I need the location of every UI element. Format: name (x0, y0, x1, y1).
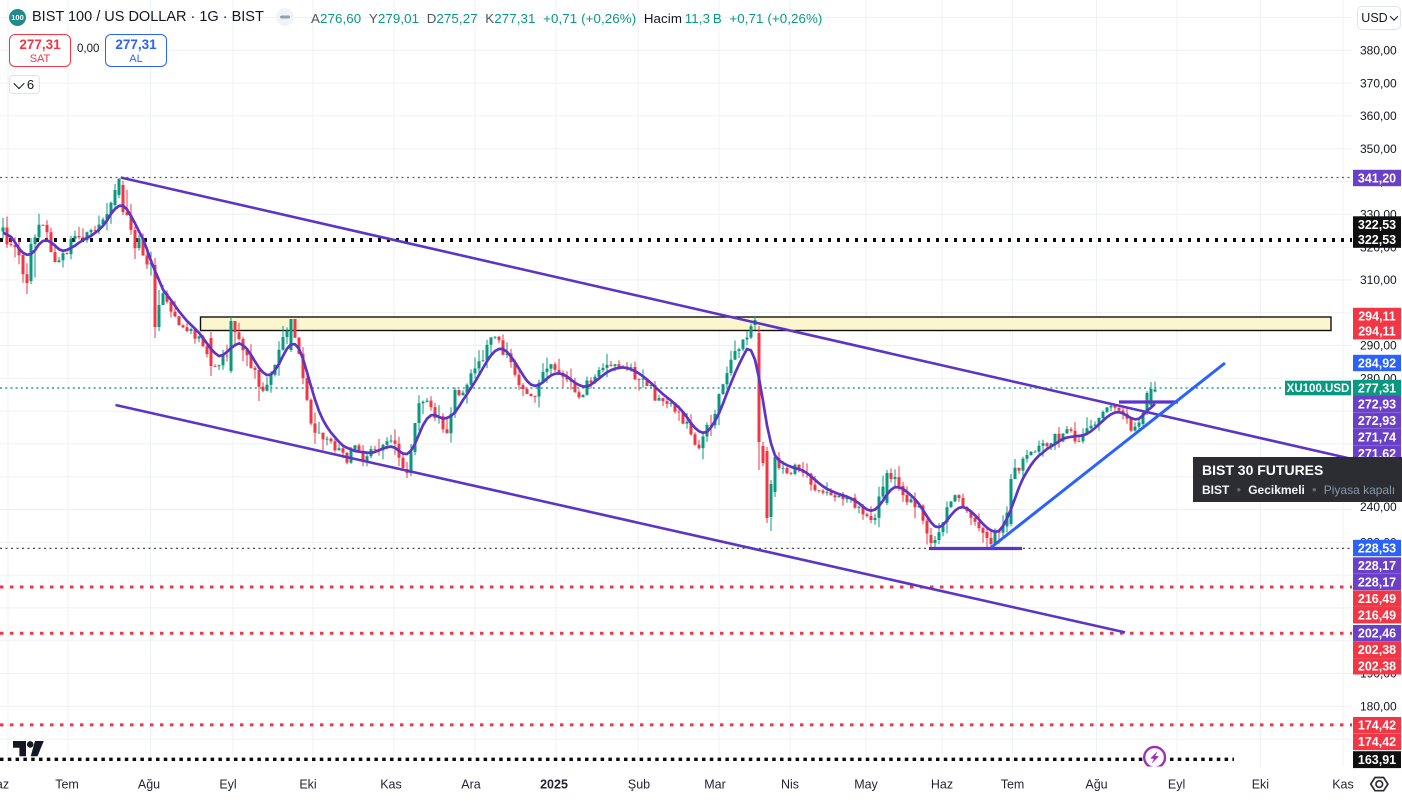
svg-text:240,00: 240,00 (1360, 500, 1397, 514)
svg-text:202,38: 202,38 (1358, 660, 1396, 674)
svg-text:Ağu: Ağu (138, 778, 160, 792)
svg-text:174,42: 174,42 (1358, 735, 1396, 749)
svg-text:174,42: 174,42 (1358, 719, 1396, 733)
svg-text:380,00: 380,00 (1360, 44, 1397, 58)
svg-text:Kas: Kas (1332, 778, 1354, 792)
svg-text:228,17: 228,17 (1358, 575, 1396, 589)
svg-text:Ara: Ara (461, 778, 481, 792)
svg-text:350,00: 350,00 (1360, 142, 1397, 156)
svg-text:Ağu: Ağu (1085, 778, 1107, 792)
svg-text:360,00: 360,00 (1360, 109, 1397, 123)
svg-text:284,92: 284,92 (1358, 356, 1396, 370)
svg-text:272,93: 272,93 (1358, 397, 1396, 411)
svg-text:216,49: 216,49 (1358, 592, 1396, 606)
svg-text:Kas: Kas (380, 778, 402, 792)
svg-text:277,31: 277,31 (1358, 381, 1396, 395)
svg-text:Tem: Tem (1001, 778, 1025, 792)
svg-text:Eyl: Eyl (219, 778, 236, 792)
svg-text:Eyl: Eyl (1168, 778, 1185, 792)
svg-text:294,11: 294,11 (1358, 309, 1396, 323)
svg-text:271,74: 271,74 (1358, 430, 1396, 444)
svg-text:216,49: 216,49 (1358, 609, 1396, 623)
svg-text:May: May (854, 778, 878, 792)
svg-text:370,00: 370,00 (1360, 76, 1397, 90)
svg-text:228,53: 228,53 (1358, 541, 1396, 555)
svg-text:Nis: Nis (781, 778, 799, 792)
svg-text:322,53: 322,53 (1358, 218, 1396, 232)
svg-text:294,11: 294,11 (1358, 325, 1396, 339)
svg-text:341,20: 341,20 (1358, 171, 1396, 185)
svg-text:Mar: Mar (704, 778, 726, 792)
svg-text:Şub: Şub (628, 778, 650, 792)
svg-text:180,00: 180,00 (1360, 700, 1397, 714)
svg-text:290,00: 290,00 (1360, 339, 1397, 353)
svg-text:Eki: Eki (1252, 778, 1269, 792)
svg-text:Tem: Tem (55, 778, 79, 792)
svg-text:Haz: Haz (0, 778, 9, 792)
svg-text:310,00: 310,00 (1360, 273, 1397, 287)
svg-text:322,53: 322,53 (1358, 233, 1396, 247)
svg-text:202,38: 202,38 (1358, 643, 1396, 657)
svg-text:272,93: 272,93 (1358, 414, 1396, 428)
svg-text:Haz: Haz (931, 778, 953, 792)
svg-text:228,17: 228,17 (1358, 559, 1396, 573)
svg-text:163,91: 163,91 (1358, 753, 1396, 767)
svg-text:XU100.USD: XU100.USD (1287, 383, 1350, 395)
svg-text:2025: 2025 (540, 778, 568, 792)
svg-text:Eki: Eki (299, 778, 316, 792)
svg-text:202,46: 202,46 (1358, 627, 1396, 641)
